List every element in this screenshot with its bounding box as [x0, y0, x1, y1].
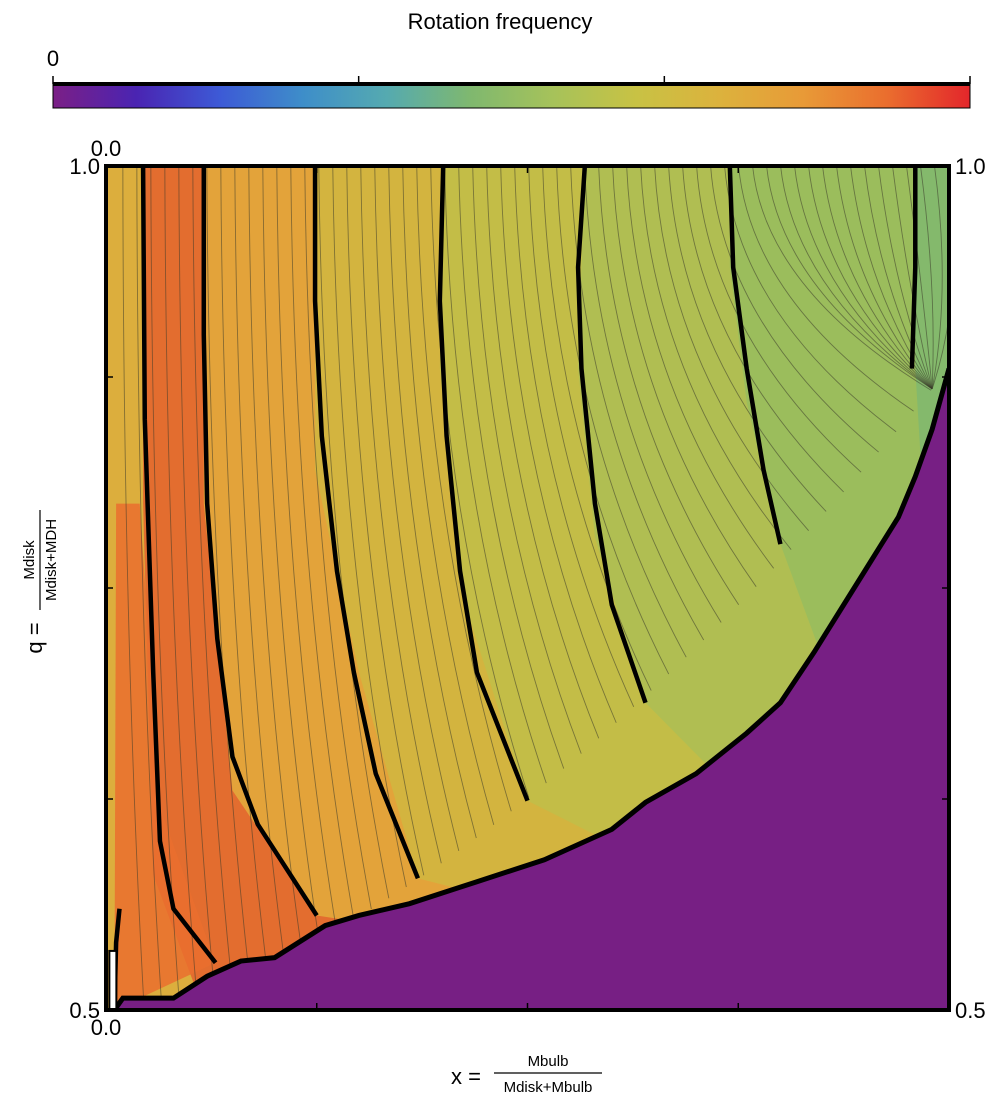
y-axis-label-rotated: q = Mdisk Mdisk+MDH — [21, 510, 60, 654]
contour-line — [598, 166, 740, 606]
contour-line — [528, 166, 652, 691]
contour-line — [864, 166, 933, 390]
contour-line — [766, 166, 933, 390]
contour-line — [850, 166, 933, 390]
thick-contour — [140, 166, 218, 965]
contour-line — [542, 166, 670, 675]
contour-line — [332, 166, 407, 888]
contour-line — [430, 166, 530, 798]
thick-contour — [437, 166, 530, 802]
heatmap-area — [106, 166, 949, 1010]
thick-contour — [909, 166, 918, 369]
contour-line — [374, 166, 460, 851]
y-axis-label-denominator: Mdisk+MDH — [43, 519, 60, 601]
contour-line — [514, 166, 635, 708]
contour-line — [290, 166, 355, 920]
contour-line — [304, 166, 372, 910]
y-axis-label-prefix: q = — [22, 622, 47, 653]
contour-line — [472, 166, 582, 754]
contour-line — [931, 166, 949, 390]
corner-gap — [108, 949, 118, 1010]
contour-line — [794, 166, 933, 390]
contour-line — [808, 166, 933, 390]
y-max-label: 1.0 — [69, 154, 100, 179]
thick-contour — [312, 166, 420, 880]
contour-line — [640, 166, 792, 550]
contour-line — [892, 166, 933, 390]
colorbar — [52, 83, 971, 109]
y-min-label: 0.5 — [69, 998, 100, 1023]
contour-line — [878, 166, 933, 390]
x-axis-label-prefix: x = — [451, 1064, 481, 1089]
contour-line — [612, 166, 757, 587]
contour-line — [696, 166, 862, 473]
contour-line — [654, 166, 809, 531]
contour-line — [318, 166, 390, 899]
contour-line — [626, 166, 775, 569]
contour-line — [682, 166, 844, 493]
contour-line — [668, 166, 827, 512]
thick-contour — [201, 166, 319, 917]
top-left-tick-label: 0.0 — [91, 136, 122, 161]
colorbar-title: Rotation frequency — [408, 9, 593, 34]
contour-line — [402, 166, 495, 825]
contour-line — [234, 166, 285, 957]
contour-line — [931, 166, 943, 390]
contour-line — [584, 166, 722, 623]
heatmap-lowq-region — [114, 503, 216, 1010]
contour-line — [500, 166, 617, 723]
contour-line — [150, 166, 180, 998]
thick-contour — [575, 166, 648, 704]
x-min-label: 0.0 — [91, 1015, 122, 1040]
colorbar-min-label: 0 — [47, 46, 59, 71]
right-min-label: 0.5 — [955, 998, 986, 1023]
x-axis-label-numerator: Mbulb — [528, 1053, 569, 1070]
x-axis-label-denominator: Mdisk+Mbulb — [504, 1079, 593, 1096]
contour-line — [346, 166, 425, 876]
contour-line — [906, 166, 933, 390]
contour-line — [360, 166, 442, 864]
contour-line — [206, 166, 250, 973]
contour-line — [920, 166, 934, 389]
contour-line — [444, 166, 547, 784]
contour-line — [388, 166, 477, 839]
contour-line — [262, 166, 320, 940]
contour-line — [710, 166, 879, 453]
contour-line — [136, 166, 162, 1002]
contour-line — [192, 166, 232, 980]
right-max-label: 1.0 — [955, 154, 986, 179]
contour-line — [780, 166, 933, 390]
contour-line — [164, 166, 197, 993]
contour-line — [220, 166, 267, 965]
contour-line — [556, 166, 687, 658]
y-axis-label-numerator: Mdisk — [21, 540, 38, 580]
undefined-region-boundary — [112, 367, 949, 1010]
contour-line — [570, 166, 705, 641]
contour-line — [178, 166, 215, 987]
contour-line — [276, 166, 337, 930]
undefined-region — [114, 368, 949, 1010]
thick-contour — [727, 166, 783, 545]
contour-line — [122, 166, 145, 1006]
contour-line — [458, 166, 565, 769]
contour-line — [416, 166, 512, 812]
contour-line — [248, 166, 302, 949]
contour-line — [738, 166, 914, 412]
contour-line — [486, 166, 600, 739]
contour-line — [822, 166, 933, 390]
contour-line — [752, 166, 932, 391]
